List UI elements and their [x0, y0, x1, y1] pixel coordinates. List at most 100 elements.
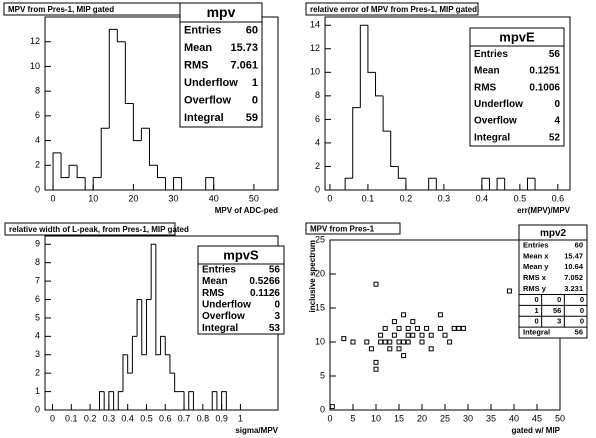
stats-name: Mean y [523, 262, 549, 271]
y-tick-label: 8 [35, 257, 40, 267]
histogram-bin [140, 127, 150, 141]
stats-box [518, 224, 588, 339]
stats-value: 0.1006 [529, 82, 560, 93]
histogram-bin [164, 336, 170, 356]
histogram-bin [92, 177, 102, 190]
stats-value: 60 [575, 240, 583, 249]
x-tick-label: 45 [532, 413, 542, 423]
stats-value: 1 [252, 77, 258, 89]
histogram-bin [141, 299, 147, 356]
histogram-bin [60, 152, 70, 179]
stats-name: Mean [184, 42, 212, 54]
x-tick-label: 0.1 [362, 193, 375, 203]
stats-value: 59 [246, 112, 258, 124]
chart-title: relative width of L-peak, from Pres-1, M… [9, 225, 189, 234]
stats-value: 7.052 [564, 273, 583, 282]
histogram-bin [108, 28, 118, 129]
histogram-bin [496, 177, 505, 190]
histogram-bin [344, 177, 353, 190]
y-tick-label: 25 [315, 234, 325, 244]
x-tick-label: 25 [440, 413, 450, 423]
y-tick-label: 14 [310, 20, 320, 30]
histogram-bin [183, 391, 189, 411]
box-point [456, 325, 462, 331]
y-tick-label: 8 [315, 90, 320, 100]
box-point [373, 359, 379, 365]
histogram-bin [428, 177, 437, 190]
box-point [396, 339, 402, 345]
histogram-bin [534, 178, 543, 191]
box-point [447, 339, 453, 345]
stats-value: 4 [554, 116, 560, 127]
histogram-bin [390, 131, 399, 167]
box-point [373, 366, 379, 372]
x-tick-label: 0.8 [197, 413, 210, 423]
histogram-bin [148, 128, 158, 166]
x-tick-label: 0.6 [159, 413, 172, 423]
x-tick-label: 0.4 [476, 193, 489, 203]
histogram-bin [435, 178, 444, 191]
histogram-bin [221, 391, 227, 410]
stats-name: Mean x [523, 251, 549, 260]
stats-value: 0 [252, 95, 258, 107]
x-tick-label: 0.4 [121, 413, 134, 423]
stats-value: 60 [246, 25, 258, 37]
y-tick-label: 9 [35, 239, 40, 249]
title-box [305, 222, 401, 235]
y-tick-label: 4 [35, 331, 40, 341]
histogram-bin [132, 103, 142, 142]
box-point [382, 339, 388, 345]
box-point [401, 353, 407, 359]
box-point [405, 332, 411, 338]
stats-value: 3 [274, 311, 280, 322]
x-tick-label: 0.2 [400, 193, 413, 203]
histogram-bin [173, 177, 182, 190]
stats-name: RMS [202, 288, 225, 299]
stats-grid-cell: 1 [534, 306, 538, 315]
frame [44, 16, 279, 191]
stats-value: 0 [274, 299, 280, 310]
x-tick-label: 10 [371, 413, 381, 423]
box-point [373, 281, 379, 287]
histogram-bin [108, 391, 114, 410]
stats-name: Mean [474, 66, 500, 77]
stats-value: 53 [269, 323, 281, 334]
stats-value: 15.73 [230, 42, 258, 54]
x-tick-label: 0.7 [178, 413, 191, 423]
stats-value: 56 [575, 328, 583, 337]
box-point [405, 325, 411, 331]
stats-name: Integral [202, 323, 238, 334]
histogram-bin [352, 107, 361, 179]
y-tick-label: 2 [35, 368, 40, 378]
stats-value: 15.47 [564, 251, 583, 260]
stats-title: mpv [207, 4, 236, 20]
x-tick-label: 1 [238, 413, 243, 423]
y-tick-label: 5 [320, 370, 325, 380]
histogram-bin [504, 178, 513, 191]
x-axis-title: sigma/MPV [235, 426, 278, 435]
histogram-bin [216, 391, 222, 411]
box-point [382, 325, 388, 331]
histogram-bin [156, 165, 166, 179]
box-point [396, 346, 402, 352]
x-axis-title: err(MPV)/MPV [517, 206, 571, 215]
box-point [391, 319, 397, 325]
histogram-bin [150, 243, 156, 300]
stats-value: 56 [549, 49, 561, 60]
box-point [396, 325, 402, 331]
y-tick-label: 15 [315, 302, 325, 312]
x-tick-label: 15 [394, 413, 404, 423]
box-point [391, 332, 397, 338]
y-tick-label: 0 [320, 404, 325, 414]
stats-value: 0 [554, 99, 560, 110]
y-tick-label: 1 [35, 386, 40, 396]
box-point [419, 339, 425, 345]
box-point [405, 339, 411, 345]
chart-title: relative error of MPV from Pres-1, MIP g… [310, 5, 477, 14]
box-point [378, 332, 384, 338]
chart-title: MPV from Pres-1, MIP gated [8, 5, 114, 14]
histogram-bin [100, 127, 110, 178]
histogram-bin [174, 373, 180, 393]
y-tick-label: 6 [35, 110, 40, 120]
box-point [350, 339, 356, 345]
